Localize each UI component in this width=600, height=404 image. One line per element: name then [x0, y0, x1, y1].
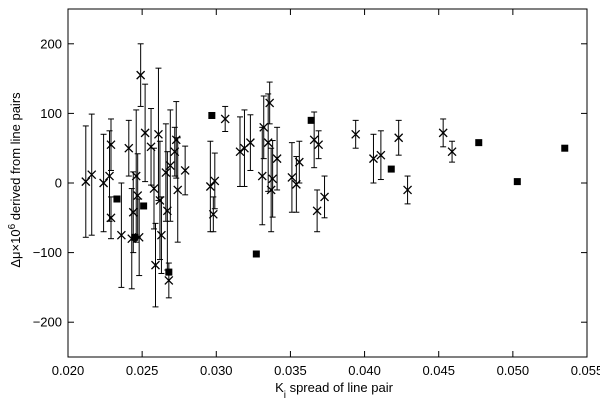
data-point-cross: [146, 142, 156, 152]
data-point-square: [307, 116, 315, 124]
data-point-cross: [106, 213, 116, 223]
x-tick-label: 0.045: [422, 363, 455, 378]
data-point-square: [475, 139, 483, 147]
x-tick-label: 0.030: [200, 363, 233, 378]
data-point-cross: [106, 140, 116, 150]
data-point-cross: [294, 157, 304, 167]
data-point-cross: [161, 168, 171, 178]
data-point-cross: [133, 191, 143, 200]
data-point-cross: [287, 172, 297, 182]
x-tick-label: 0.025: [126, 363, 159, 378]
data-point-cross: [438, 128, 448, 138]
data-point-cross: [210, 176, 220, 186]
data-point-cross: [155, 195, 165, 205]
data-point-cross: [312, 206, 322, 216]
data-point-cross: [116, 230, 126, 240]
data-point-cross: [235, 147, 245, 157]
data-point-cross: [140, 128, 150, 138]
data-point-cross: [170, 147, 180, 157]
square-series: [113, 111, 569, 276]
data-point-cross: [99, 178, 109, 188]
data-point-cross: [263, 138, 273, 148]
data-point-cross: [128, 207, 138, 217]
data-point-cross: [149, 184, 159, 194]
data-point-cross: [369, 154, 378, 164]
y-tick-label: 100: [40, 106, 62, 121]
data-point-cross: [124, 143, 134, 153]
data-point-cross: [156, 230, 166, 240]
cross-series: [81, 70, 457, 285]
x-tick-label: 0.050: [497, 363, 530, 378]
data-point-square: [113, 195, 121, 203]
data-point-square: [165, 268, 173, 276]
data-point-cross: [259, 122, 269, 132]
data-point-cross: [180, 166, 190, 175]
data-point-square: [513, 178, 521, 186]
data-point-square: [252, 250, 260, 258]
y-tick-label: 0: [55, 176, 62, 191]
data-point-cross: [136, 70, 146, 80]
data-point-square: [561, 144, 569, 152]
data-point-cross: [171, 135, 181, 145]
data-point-cross: [153, 129, 163, 139]
y-tick-label: −200: [33, 315, 62, 330]
plot-frame: [67, 8, 588, 358]
x-tick-label: 0.035: [274, 363, 307, 378]
plot-border: [67, 8, 588, 358]
x-axis: 0.020 0.025 0.030 0.035 0.040 0.045 0.050 0.055: [52, 9, 600, 378]
data-point-cross: [245, 138, 255, 148]
data-point-cross: [265, 98, 275, 108]
data-point-cross: [447, 147, 457, 157]
data-point-cross: [376, 150, 386, 160]
data-point-cross: [351, 129, 361, 139]
data-point-cross: [266, 185, 276, 195]
data-point-cross: [257, 171, 267, 181]
data-point-cross: [291, 179, 301, 189]
data-point-cross: [87, 170, 97, 180]
y-axis-label: Δμ×106 derived from line pairs: [7, 92, 24, 268]
data-point-cross: [272, 154, 282, 164]
data-point-cross: [81, 177, 91, 187]
data-point-cross: [205, 182, 215, 191]
x-axis-label: Ki spread of line pair: [275, 380, 394, 401]
x-tick-label: 0.040: [348, 363, 381, 378]
data-point-cross: [220, 114, 230, 124]
data-point-square: [131, 233, 139, 241]
data-point-cross: [268, 174, 278, 184]
data-point-square: [208, 111, 216, 119]
data-point-cross: [314, 140, 324, 150]
data-point-cross: [151, 260, 160, 270]
data-point-cross: [105, 171, 114, 181]
data-point-cross: [394, 133, 404, 143]
y-tick-label: −100: [33, 245, 62, 260]
data-point-cross: [320, 192, 329, 202]
x-tick-label: 0.020: [52, 363, 85, 378]
data-point-cross: [131, 171, 141, 181]
data-point-cross: [173, 185, 183, 195]
data-point-square: [387, 165, 395, 173]
data-point-cross: [208, 209, 218, 219]
x-tick-label: 0.055: [571, 363, 600, 378]
data-point-cross: [162, 206, 172, 216]
y-tick-label: 200: [40, 36, 62, 51]
data-point-cross: [165, 161, 175, 171]
data-point-cross: [403, 185, 413, 195]
data-point-square: [140, 202, 148, 210]
data-point-cross: [164, 275, 174, 285]
y-axis: −200 −100 0 100 200: [33, 36, 587, 330]
